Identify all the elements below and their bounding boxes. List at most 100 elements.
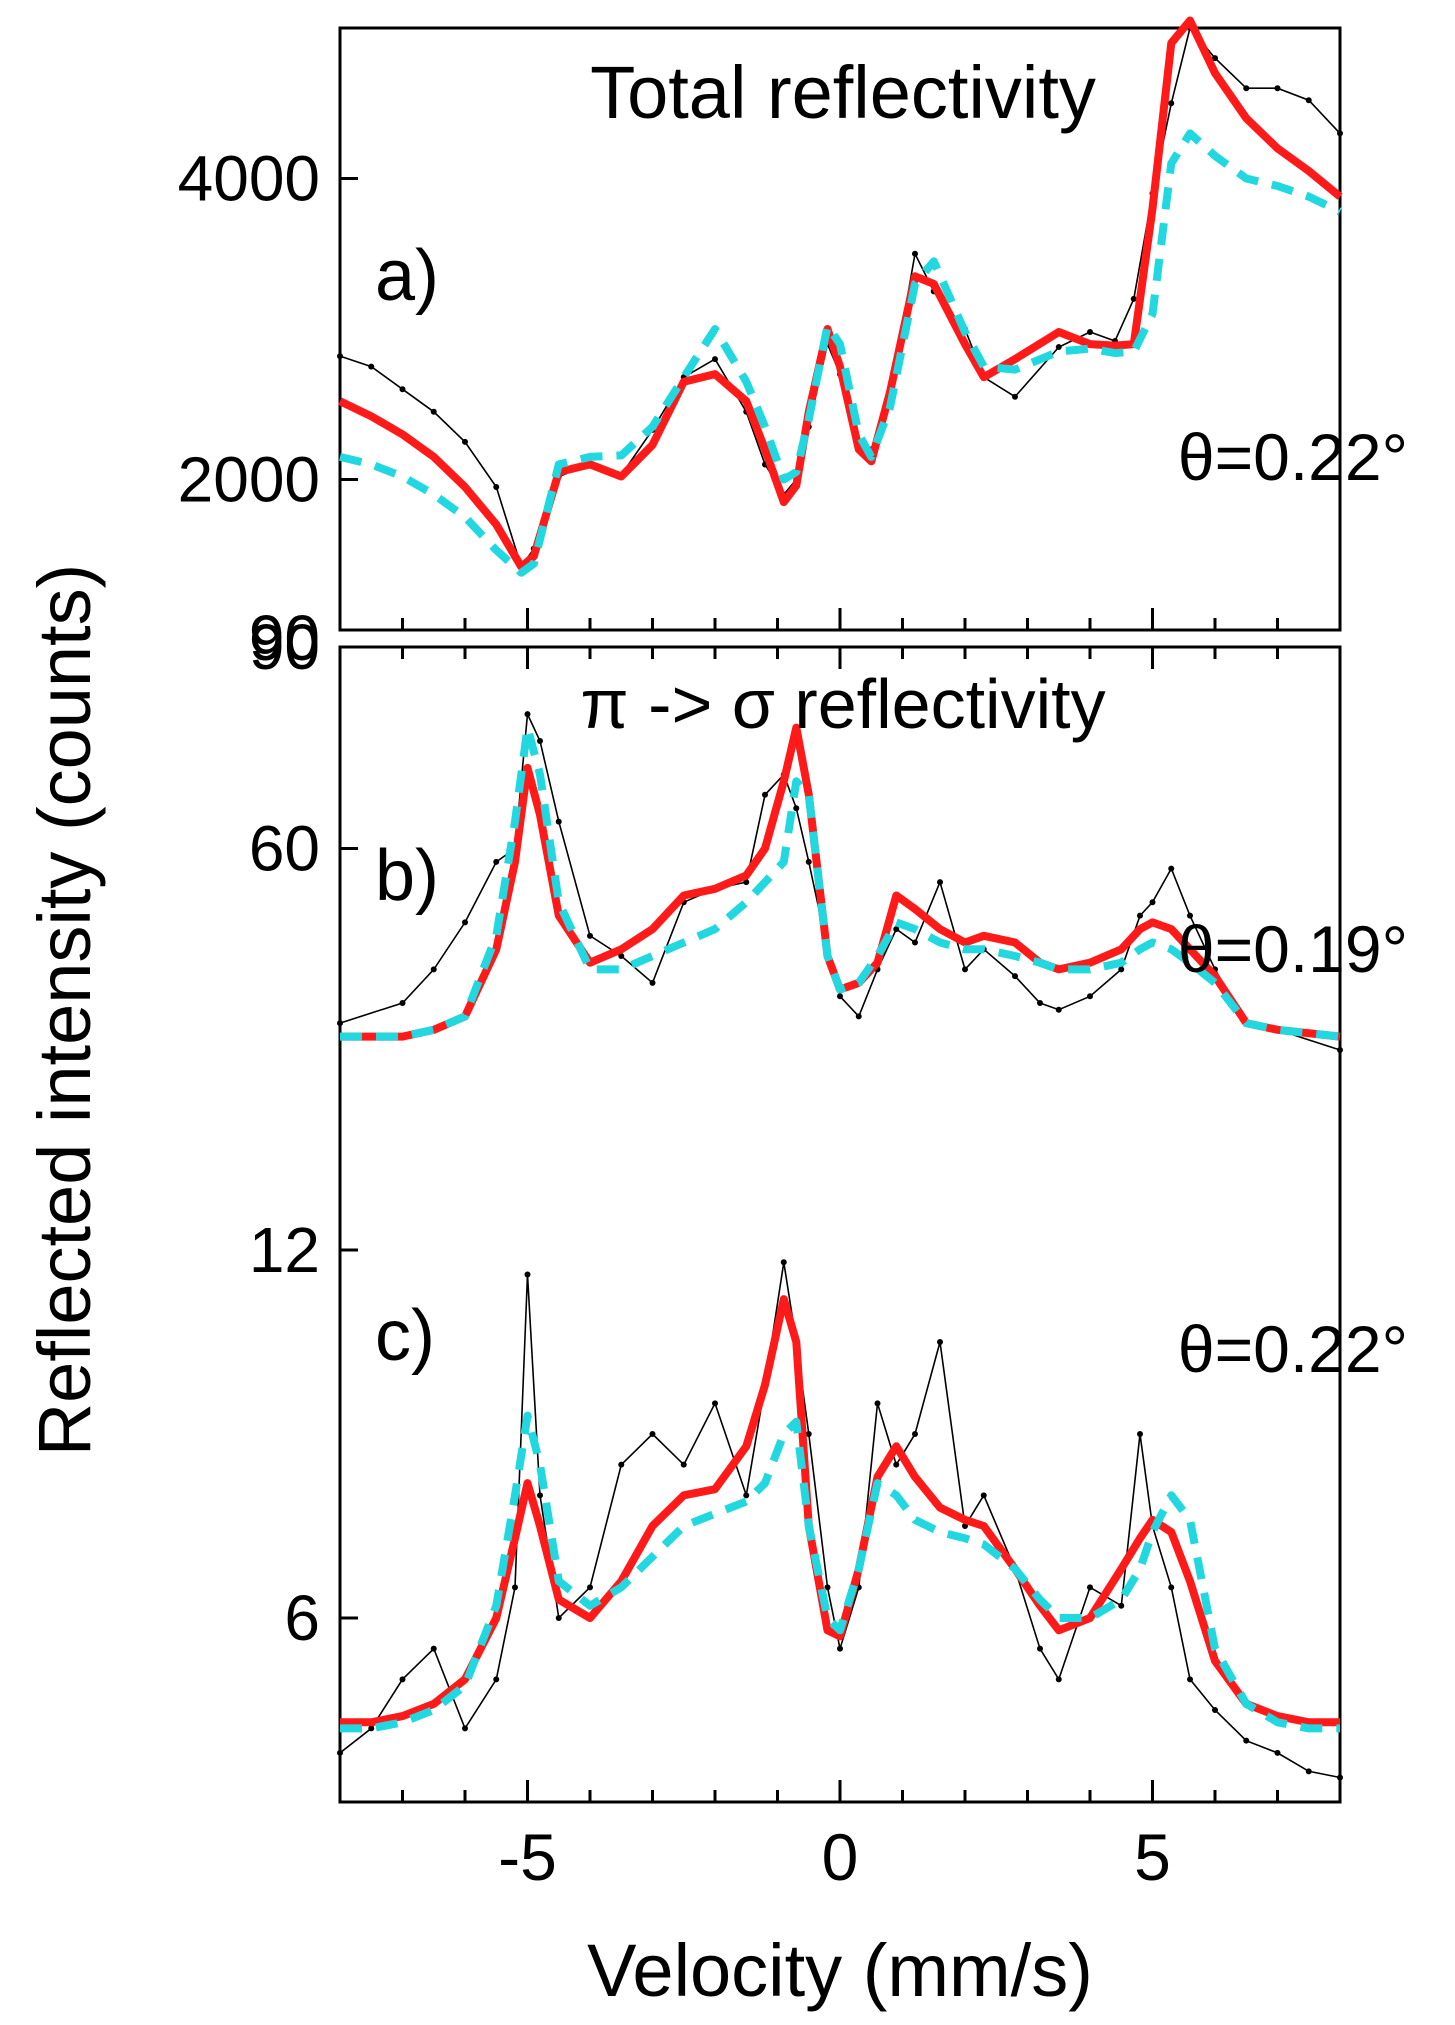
- panel-2-fit-dashed: [340, 1411, 1340, 1733]
- panel-2-data-point: [805, 1431, 812, 1437]
- panel-2-data-point: [912, 1431, 918, 1437]
- panel-2-data-point: [524, 1271, 531, 1278]
- panel-a-label: a): [375, 236, 439, 316]
- panel-1-data-point: [1118, 966, 1125, 973]
- panel-2-data-point: [337, 1749, 343, 1756]
- panel-1-data-point: [837, 993, 843, 1000]
- panel-0-data-point: [1087, 329, 1093, 336]
- panel-1-data-point: [537, 738, 543, 745]
- x-axis-title: Velocity (mm/s): [587, 1929, 1093, 2012]
- panel-0-bottom-label: 90: [249, 602, 320, 674]
- panel-0-ytick-label: 2000: [178, 444, 320, 516]
- panel-0-data-point: [1337, 130, 1343, 137]
- panel-1-data-point: [1337, 1047, 1343, 1053]
- panel-2-data-point: [1118, 1602, 1125, 1609]
- panel-0-data-point: [1055, 344, 1062, 351]
- panel-2-data-point: [1305, 1768, 1312, 1775]
- panel-0-data-point: [399, 386, 406, 393]
- panel-1-data-point: [493, 858, 500, 865]
- panel-2-data-point: [649, 1431, 656, 1437]
- panel-0-data-point: [1274, 85, 1281, 92]
- panel-1-data-point: [743, 879, 750, 886]
- panel-2-data-point: [780, 1259, 787, 1266]
- panel-2-data-point: [1212, 1707, 1218, 1713]
- panel-c-label: c): [375, 1296, 435, 1376]
- panel-2-ytick-label: 6: [284, 1582, 320, 1654]
- panel-2-data-point: [1137, 1431, 1143, 1437]
- panel-a-title: Total reflectivity: [590, 51, 1096, 134]
- panel-2-data-point: [1187, 1676, 1193, 1683]
- panel-0-fit-dashed: [339, 129, 1342, 577]
- panel-0-ytick-label: 4000: [178, 143, 320, 215]
- panel-0-data-point: [912, 250, 918, 257]
- panel-2-data-point: [493, 1676, 500, 1683]
- panel-c-angle: θ=0.22°: [1178, 1312, 1408, 1386]
- panel-2-data-point: [743, 1492, 750, 1499]
- panel-1-data-point: [1087, 993, 1093, 1000]
- panel-2-data-point: [1168, 1584, 1175, 1591]
- panel-1-data-point: [555, 818, 562, 825]
- panel-0-data-point: [430, 408, 437, 415]
- panel-2-data-point: [680, 1461, 687, 1468]
- panel-0-fit-solid: [338, 16, 1343, 571]
- panel-2-data-point: [512, 1584, 518, 1591]
- panel-0-data-point: [1305, 97, 1312, 104]
- panel-2-data-point: [462, 1725, 468, 1732]
- panel-0-data-point: [1012, 393, 1018, 400]
- panel-2-data-point: [893, 1461, 900, 1468]
- x-tick-label: 0: [822, 1820, 859, 1894]
- panel-1-data-point: [1037, 999, 1043, 1006]
- panel-1-data-point: [762, 791, 768, 798]
- panel-1-data-point: [430, 966, 437, 973]
- panel-b-angle: θ=0.19°: [1178, 912, 1408, 986]
- panel-1-data-line: [339, 711, 1341, 1051]
- panel-1-data-point: [649, 979, 656, 986]
- panel-2-data-point: [980, 1492, 987, 1499]
- panel-a-angle: θ=0.22°: [1178, 420, 1408, 494]
- panel-b-title: π -> σ reflectivity: [580, 665, 1105, 743]
- panel-1-data-point: [587, 932, 593, 939]
- panel-0-data-point: [1168, 100, 1175, 107]
- panel-2-data-point: [399, 1676, 406, 1683]
- panel-1-ytick-label: 90: [249, 611, 320, 683]
- panel-2-data-point: [537, 1492, 543, 1499]
- panel-1-data-point: [524, 711, 531, 718]
- panel-2-data-point: [368, 1725, 375, 1732]
- panel-2-data-point: [618, 1461, 625, 1468]
- panel-1-data-point: [912, 939, 918, 946]
- panel-2-data-point: [712, 1400, 718, 1407]
- panel-0-data-point: [712, 356, 718, 363]
- panel-1-data-point: [793, 805, 800, 812]
- panel-0-data-point: [493, 484, 500, 491]
- panel-2-data-point: [1055, 1676, 1062, 1683]
- x-tick-label: -5: [498, 1820, 557, 1894]
- panel-1-data-point: [399, 999, 406, 1006]
- panel-2-data-point: [824, 1584, 831, 1591]
- panel-1-data-point: [1055, 1006, 1062, 1013]
- panel-1-data-point: [855, 1013, 862, 1020]
- panel-1-data-point: [1149, 899, 1156, 906]
- panel-2-data-point: [430, 1645, 437, 1652]
- panel-1-data-point: [618, 952, 625, 959]
- x-tick-label: 5: [1134, 1820, 1171, 1894]
- panel-2-data-point: [1337, 1774, 1343, 1781]
- panel-2-data-point: [937, 1339, 943, 1345]
- panel-0-data-point: [462, 438, 468, 445]
- panel-2-data-point: [555, 1615, 562, 1621]
- panel-1-data-point: [337, 1020, 343, 1027]
- panel-1-data-point: [893, 926, 900, 933]
- panel-2-data-point: [837, 1645, 843, 1652]
- panel-2-data-point: [874, 1400, 881, 1407]
- panel-1-data-point: [805, 858, 812, 865]
- panel-2-data-point: [587, 1584, 593, 1591]
- panel-b-label: b): [375, 836, 439, 916]
- panel-1-data-point: [962, 966, 968, 973]
- panel-1-data-point: [1012, 973, 1018, 980]
- panel-2-data-point: [1087, 1584, 1093, 1591]
- panel-1-data-point: [937, 879, 943, 886]
- panel-0-data-point: [368, 363, 375, 370]
- panel-1-data-point: [1168, 865, 1175, 872]
- panel-1-fit-dashed: [340, 723, 1341, 1041]
- panel-2-ytick-label: 12: [249, 1214, 320, 1286]
